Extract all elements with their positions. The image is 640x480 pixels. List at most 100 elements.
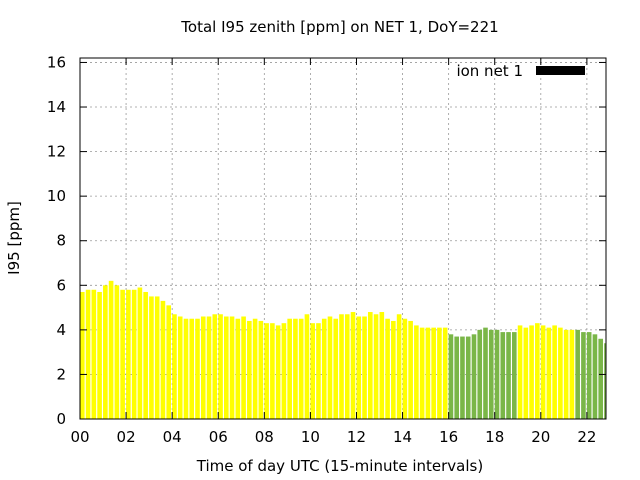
bar <box>154 296 160 419</box>
bar <box>362 316 367 419</box>
x-tick-label: 16 <box>439 428 458 446</box>
legend-swatch <box>536 66 585 75</box>
bar <box>535 323 540 419</box>
bar <box>327 316 333 419</box>
bar <box>200 316 206 419</box>
bar <box>350 312 356 419</box>
bar <box>120 289 125 419</box>
bar <box>402 318 408 419</box>
bar <box>166 305 172 419</box>
bar <box>91 289 97 419</box>
bar <box>414 325 419 419</box>
bar <box>241 316 246 419</box>
x-tick-label: 02 <box>117 428 136 446</box>
bar <box>396 314 402 419</box>
bar <box>477 329 483 419</box>
plot-frame <box>79 57 607 420</box>
bar <box>575 329 580 419</box>
bar <box>523 327 529 419</box>
bar <box>293 318 298 419</box>
bar <box>229 316 235 419</box>
bar <box>195 318 200 419</box>
bar <box>137 287 143 419</box>
bar <box>143 291 148 419</box>
y-tick-label: 6 <box>56 276 66 294</box>
bar <box>126 289 131 419</box>
bar <box>172 314 177 419</box>
bar <box>367 312 373 419</box>
bar <box>275 325 281 419</box>
bar <box>494 329 500 419</box>
bar <box>333 318 339 419</box>
bar <box>183 318 189 419</box>
bar <box>85 289 91 419</box>
bar <box>149 296 154 419</box>
x-tick-label: 00 <box>70 428 89 446</box>
bar <box>546 327 552 419</box>
bar <box>558 327 563 419</box>
y-tick-label: 2 <box>56 365 66 383</box>
bar <box>442 327 448 419</box>
bar <box>552 325 557 419</box>
bar <box>247 320 252 419</box>
chart-title: Total I95 zenith [ppm] on NET 1, DoY=221 <box>180 18 498 36</box>
bar <box>281 323 287 419</box>
bar <box>80 291 85 419</box>
bar <box>160 300 166 419</box>
bar <box>517 325 523 419</box>
legend: ion net 1 <box>456 62 585 80</box>
bar <box>304 314 310 419</box>
bar <box>563 329 569 419</box>
bar <box>471 334 477 419</box>
bar <box>103 285 108 419</box>
bar <box>131 289 137 419</box>
bar <box>425 327 431 419</box>
bar <box>252 318 258 419</box>
bar <box>373 314 379 419</box>
x-tick-label: 18 <box>485 428 504 446</box>
bar <box>500 332 506 419</box>
bar <box>258 320 264 419</box>
y-axis-label: I95 [ppm] <box>5 201 23 275</box>
x-tick-label: 10 <box>301 428 320 446</box>
x-tick-label: 14 <box>393 428 412 446</box>
y-tick-label: 14 <box>47 98 66 116</box>
bar <box>454 336 460 419</box>
bar <box>235 318 241 419</box>
bar <box>287 318 292 419</box>
x-tick-labels: 00 02 04 06 08 10 12 14 16 18 20 22 <box>70 428 596 446</box>
x-tick-label: 06 <box>209 428 228 446</box>
y-tick-label: 16 <box>47 53 66 71</box>
bar <box>270 323 275 419</box>
x-axis-label: Time of day UTC (15-minute intervals) <box>196 457 483 475</box>
x-tick-label: 12 <box>347 428 366 446</box>
bar <box>189 318 195 419</box>
y-tick-label: 10 <box>47 187 66 205</box>
bar <box>506 332 511 419</box>
bar <box>108 280 114 419</box>
x-tick-label: 04 <box>163 428 182 446</box>
x-tick-label: 20 <box>531 428 550 446</box>
bar <box>114 285 120 419</box>
bar <box>310 323 316 419</box>
bar <box>465 336 471 419</box>
y-tick-label: 8 <box>56 232 66 250</box>
y-tick-labels: 0 2 4 6 8 10 12 14 16 <box>47 53 66 428</box>
bar <box>97 291 102 419</box>
bar <box>437 327 442 419</box>
bar <box>529 325 534 419</box>
bar <box>569 329 575 419</box>
y-tick-label: 12 <box>47 143 66 161</box>
y-tick-label: 0 <box>56 410 66 428</box>
bar <box>385 318 390 419</box>
bar <box>321 318 327 419</box>
bar-series <box>80 280 606 419</box>
bar <box>460 336 465 419</box>
bar <box>540 325 546 419</box>
x-tick-label: 08 <box>255 428 274 446</box>
bar <box>419 327 425 419</box>
bar <box>483 327 488 419</box>
bar <box>448 334 454 419</box>
bar <box>592 334 598 419</box>
bar <box>206 316 212 419</box>
